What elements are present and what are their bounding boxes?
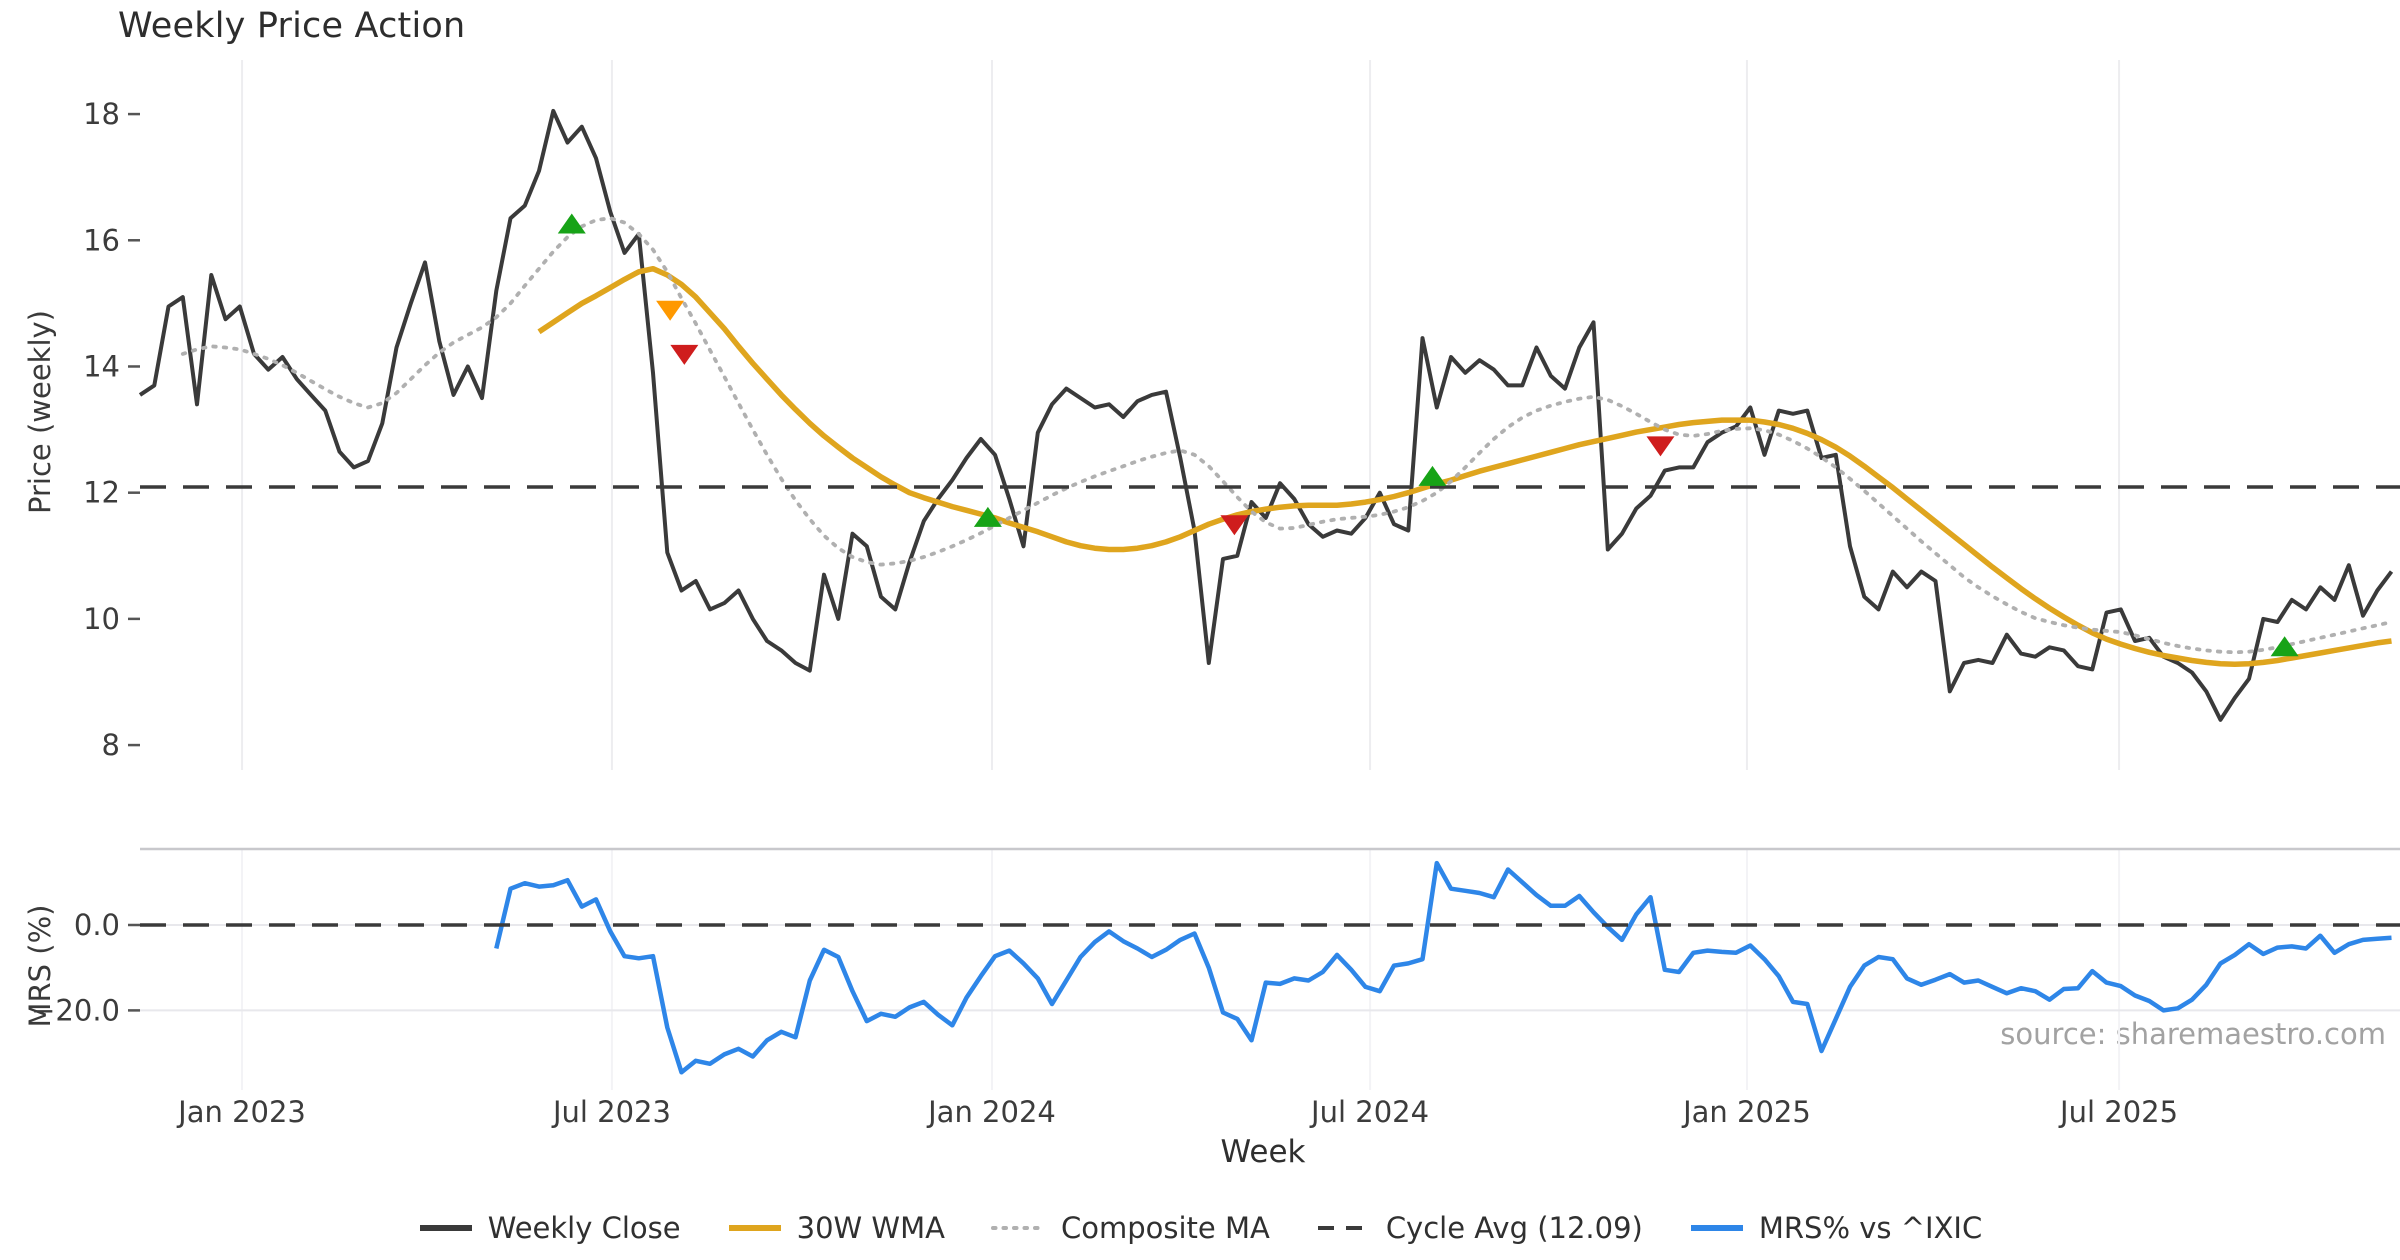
price-tick-label: 8 (102, 728, 120, 762)
buy-signal-marker (973, 506, 1002, 527)
x-tick-label: Jul 2025 (2058, 1095, 2178, 1129)
legend-swatch-solid (728, 1225, 781, 1231)
x-tick-label: Jan 2024 (926, 1095, 1056, 1129)
x-tick-label: Jan 2025 (1681, 1095, 1811, 1129)
source-note: source: sharemaestro.com (2000, 1017, 2386, 1051)
legend-label: Cycle Avg (12.09) (1385, 1211, 1643, 1245)
price-tick-label: 16 (83, 223, 120, 257)
legend-swatch-solid (1690, 1225, 1743, 1231)
price-tick-label: 12 (83, 476, 120, 510)
buy-signal-marker (2270, 636, 2299, 657)
buy-signal-marker (557, 213, 586, 234)
sell-signal-marker (670, 344, 699, 365)
warn-signal-marker (656, 300, 685, 321)
legend-swatch-dotted (990, 1226, 1047, 1230)
series-mrs-vs-ixic (494, 860, 2392, 1075)
legend-item-mrs-vs-ixic: MRS% vs ^IXIC (1689, 1211, 1982, 1245)
legend-item-30w-wma: 30W WMA (727, 1211, 945, 1245)
legend-swatch-solid (419, 1225, 472, 1231)
buy-signal-marker (1418, 465, 1447, 486)
legend-label: 30W WMA (796, 1211, 945, 1245)
legend-label: Weekly Close (487, 1211, 681, 1245)
mrs-tick-label: −20.0 (31, 993, 120, 1027)
x-tick-label: Jan 2023 (176, 1095, 306, 1129)
legend-swatch-dashed (1317, 1226, 1370, 1230)
price-tick-label: 10 (83, 602, 120, 636)
price-tick-label: 14 (83, 349, 120, 383)
sell-signal-marker (1220, 515, 1249, 536)
legend-item-composite-ma: Composite MA (990, 1211, 1270, 1245)
series-composite-ma (180, 216, 2394, 655)
chart-title: Weekly Price Action (118, 6, 466, 46)
legend-item-weekly-close: Weekly Close (418, 1211, 681, 1245)
x-tick-label: Jul 2023 (551, 1095, 671, 1129)
sell-signal-marker (1646, 436, 1675, 457)
legend-label: Composite MA (1060, 1211, 1270, 1245)
chart-legend: Weekly Close 30W WMA Composite MA Cycle Avg… (0, 1204, 2400, 1252)
x-axis-label: Week (1220, 1134, 1306, 1170)
series-weekly-close (138, 108, 2394, 722)
price-tick-label: 18 (83, 97, 120, 131)
legend-label: MRS% vs ^IXIC (1758, 1211, 1983, 1245)
x-tick-label: Jul 2024 (1309, 1095, 1429, 1129)
mrs-tick-label: 0.0 (74, 908, 120, 942)
legend-item-cycle-avg-12-09-: Cycle Avg (12.09) (1316, 1211, 1643, 1245)
